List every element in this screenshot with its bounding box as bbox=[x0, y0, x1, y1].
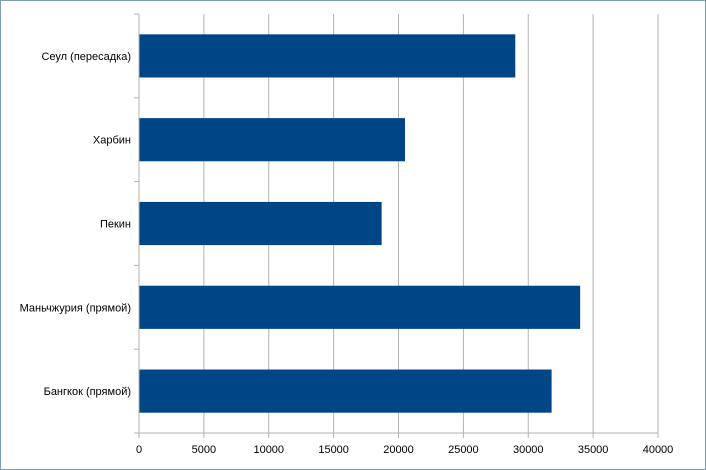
x-tick-label: 30000 bbox=[513, 444, 544, 456]
x-tick-label: 20000 bbox=[383, 444, 414, 456]
x-tick-label: 0 bbox=[136, 444, 142, 456]
x-tick-labels: 0 5000 10000 15000 20000 25000 30000 35000 40000 bbox=[136, 444, 673, 456]
axes bbox=[134, 13, 659, 438]
category-label: Маньчжурия (прямой) bbox=[20, 302, 131, 314]
category-labels: Сеул (пересадка) Харбин Пекин Маньчжурия (п… bbox=[20, 51, 131, 398]
bar bbox=[139, 201, 382, 246]
bars bbox=[139, 34, 581, 413]
category-label: Пекин bbox=[100, 219, 131, 231]
x-tick-label: 10000 bbox=[253, 444, 284, 456]
bar bbox=[139, 285, 581, 329]
x-tick-label: 5000 bbox=[192, 444, 216, 456]
x-tick-label: 25000 bbox=[448, 444, 479, 456]
x-tick-label: 35000 bbox=[578, 444, 609, 456]
category-label: Харбин bbox=[93, 135, 131, 147]
category-label: Бангкок (прямой) bbox=[44, 386, 131, 398]
bar bbox=[139, 34, 516, 78]
x-tick-label: 15000 bbox=[318, 444, 349, 456]
bar bbox=[139, 369, 552, 413]
category-label: Сеул (пересадка) bbox=[41, 51, 131, 63]
x-tick-label: 40000 bbox=[643, 444, 674, 456]
bar bbox=[139, 118, 405, 162]
